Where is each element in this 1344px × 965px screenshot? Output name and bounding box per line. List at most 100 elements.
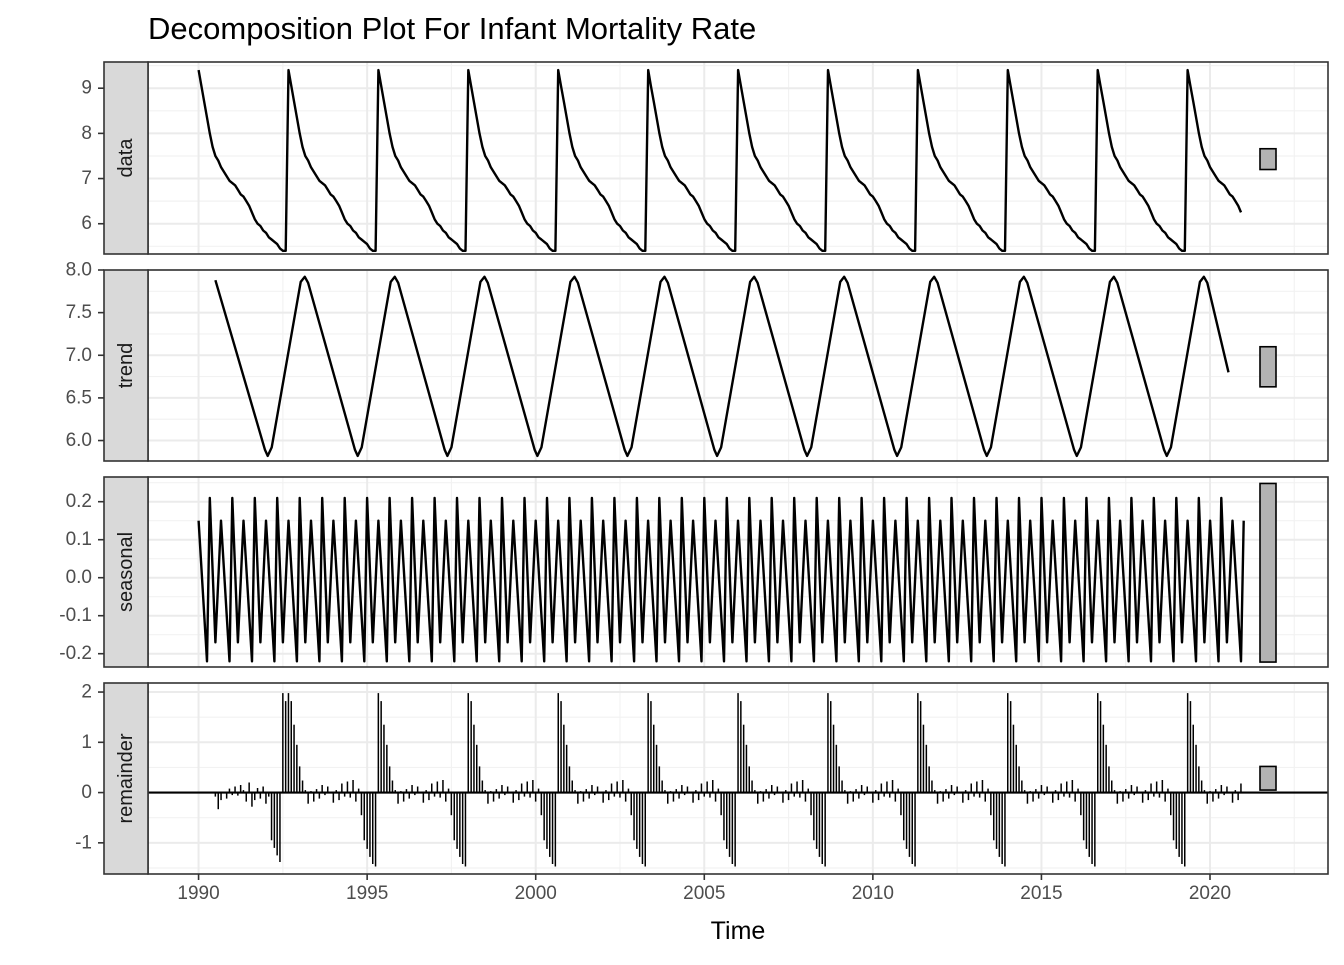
remainder-bar bbox=[405, 789, 408, 793]
remainder-bar bbox=[543, 792, 545, 841]
remainder-bar bbox=[355, 792, 357, 802]
remainder-bar bbox=[734, 792, 736, 867]
remainder-bar bbox=[1226, 786, 1228, 793]
remainder-bar bbox=[1111, 780, 1113, 793]
remainder-bar bbox=[518, 792, 520, 801]
remainder-bar bbox=[661, 780, 663, 793]
remainder-bar bbox=[610, 783, 613, 793]
remainder-bar bbox=[773, 792, 776, 796]
remainder-bar bbox=[863, 792, 866, 796]
remainder-bar bbox=[431, 783, 433, 793]
remainder-bar bbox=[1021, 780, 1023, 793]
remainder-bar bbox=[796, 781, 798, 793]
remainder-bar bbox=[1009, 701, 1012, 793]
remainder-bar bbox=[608, 792, 610, 801]
remainder-bar bbox=[641, 792, 644, 864]
y-tick-label-seasonal: 0.1 bbox=[66, 529, 92, 550]
remainder-bar bbox=[343, 792, 346, 797]
remainder-bar bbox=[970, 783, 972, 793]
remainder-bar bbox=[386, 744, 388, 793]
remainder-bar bbox=[835, 744, 838, 793]
remainder-bar bbox=[1170, 792, 1172, 816]
x-axis: 1990 1995 2000 2005 2010 2015 2020 bbox=[177, 874, 1231, 904]
remainder-bar bbox=[501, 785, 503, 793]
remainder-bar bbox=[1091, 792, 1093, 864]
remainder-bar bbox=[526, 781, 528, 793]
remainder-bar bbox=[335, 790, 337, 793]
remainder-bar bbox=[1147, 792, 1149, 801]
remainder-bar bbox=[934, 790, 936, 793]
y-tick-label-seasonal: 0.0 bbox=[66, 567, 92, 588]
y-tick-label-data: 6 bbox=[81, 213, 92, 234]
x-tick-label: 1995 bbox=[346, 883, 388, 904]
remainder-bar bbox=[824, 792, 826, 867]
remainder-bar bbox=[672, 792, 675, 802]
panel-seasonal: seasonal -0.2 -0.1 0.0 0.1 0.2 bbox=[59, 476, 1329, 668]
remainder-bar bbox=[638, 792, 641, 857]
remainder-bar bbox=[751, 780, 753, 793]
remainder-bar bbox=[577, 792, 579, 804]
remainder-bar bbox=[717, 788, 720, 793]
remainder-bar bbox=[697, 792, 700, 801]
remainder-bar bbox=[414, 792, 416, 796]
remainder-bar bbox=[352, 780, 354, 793]
remainder-bar bbox=[1158, 792, 1161, 798]
remainder-bar bbox=[549, 792, 551, 857]
remainder-bar bbox=[1167, 788, 1169, 793]
remainder-bar bbox=[259, 792, 262, 799]
remainder-bar bbox=[745, 744, 748, 793]
remainder-bar bbox=[313, 792, 315, 802]
y-tick-label-seasonal: 0.2 bbox=[66, 491, 92, 512]
remainder-bar bbox=[931, 780, 933, 793]
x-tick-label: 2015 bbox=[1020, 883, 1062, 904]
remainder-bar bbox=[1116, 792, 1119, 804]
remainder-bar bbox=[256, 788, 259, 793]
remainder-bar bbox=[504, 792, 506, 796]
remainder-bar bbox=[1240, 783, 1242, 793]
remainder-bar bbox=[515, 790, 517, 793]
x-tick-label: 2000 bbox=[515, 883, 557, 904]
remainder-bar bbox=[841, 780, 843, 793]
remainder-bar bbox=[321, 785, 323, 793]
remainder-bar bbox=[338, 792, 340, 801]
remainder-bar bbox=[787, 792, 790, 801]
remainder-bar bbox=[450, 792, 453, 816]
remainder-bar bbox=[748, 766, 750, 793]
scale-range-bar bbox=[1259, 765, 1277, 791]
remainder-bar bbox=[1066, 781, 1068, 793]
remainder-bar bbox=[262, 786, 264, 793]
remainder-bar bbox=[1052, 792, 1054, 803]
remainder-bar bbox=[967, 792, 970, 801]
remainder-bar bbox=[372, 792, 374, 864]
remainder-bar bbox=[700, 783, 703, 793]
remainder-bar bbox=[568, 766, 571, 793]
y-tick-label-remainder: 2 bbox=[81, 682, 92, 703]
remainder-bar bbox=[1015, 744, 1017, 793]
x-axis-title: Time bbox=[711, 917, 766, 945]
remainder-bar bbox=[880, 783, 883, 793]
remainder-bar bbox=[349, 792, 351, 798]
remainder-bar bbox=[877, 792, 880, 801]
remainder-bar bbox=[860, 785, 863, 793]
remainder-bar bbox=[315, 789, 318, 793]
remainder-bar bbox=[1054, 790, 1057, 793]
remainder-bar bbox=[1026, 792, 1029, 804]
remainder-bar bbox=[484, 790, 486, 793]
remainder-bar bbox=[1043, 792, 1046, 796]
remainder-bar bbox=[801, 780, 804, 793]
remainder-bar bbox=[633, 792, 635, 841]
remainder-bar bbox=[397, 792, 399, 804]
remainder-bar bbox=[265, 792, 267, 804]
remainder-bar bbox=[683, 792, 686, 796]
remainder-bar bbox=[875, 790, 877, 793]
remainder-bar bbox=[383, 724, 385, 793]
remainder-bar bbox=[1046, 786, 1048, 793]
remainder-bar bbox=[813, 792, 815, 841]
remainder-bar bbox=[1164, 792, 1166, 802]
remainder-bar bbox=[1082, 792, 1085, 841]
remainder-bar bbox=[1212, 792, 1214, 802]
remainder-bar bbox=[818, 792, 821, 857]
remainder-bar bbox=[950, 785, 953, 793]
x-tick-label: 1990 bbox=[177, 883, 219, 904]
remainder-bar bbox=[447, 788, 450, 793]
